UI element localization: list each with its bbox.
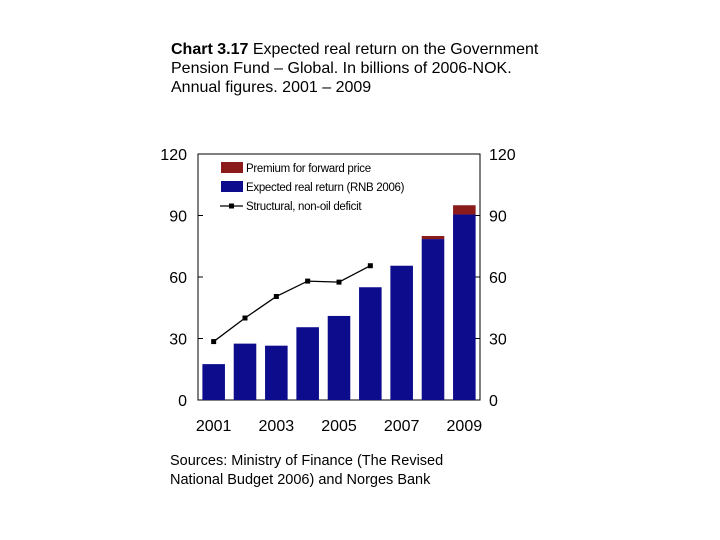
x-tick-label: 2003 [259, 418, 295, 435]
y-tick-label-right: 90 [489, 209, 507, 226]
x-tick-label: 2007 [384, 418, 420, 435]
bar-premium-2008 [421, 236, 445, 240]
bar-expected-return-2009 [453, 214, 476, 400]
deficit-line-path [213, 265, 371, 343]
bar-expected-return-2006 [359, 287, 382, 400]
bar-expected-return-2008 [421, 239, 445, 400]
y-axis-left: 0 30 60 90 120 [160, 147, 203, 410]
bar-expected-return-2004 [296, 327, 319, 400]
legend: Premium for forward price Expected real r… [220, 162, 405, 213]
deficit-line [211, 263, 373, 345]
legend-swatch-1 [221, 181, 243, 192]
deficit-point-2001 [211, 339, 217, 345]
y-tick-label-right: 120 [489, 147, 516, 164]
bars [202, 205, 476, 400]
chart-number: Chart 3.17 [171, 41, 249, 58]
chart-title: Chart 3.17 Expected real return on the G… [171, 40, 541, 97]
legend-label-2: Structural, non-oil deficit [246, 201, 362, 213]
y-tick-label-left: 120 [160, 147, 187, 164]
deficit-point-2005 [336, 279, 342, 285]
deficit-point-2006 [367, 263, 373, 269]
deficit-point-2002 [242, 315, 248, 321]
legend-label-0: Premium for forward price [246, 163, 371, 175]
y-tick-label-left: 0 [178, 393, 187, 410]
x-tick-label: 2009 [447, 418, 483, 435]
legend-marker [229, 203, 234, 209]
x-axis: 2001 2003 2005 2007 2009 [196, 418, 482, 435]
y-tick-label-right: 0 [489, 393, 498, 410]
bar-premium-2009 [453, 205, 476, 215]
x-tick-label: 2005 [321, 418, 357, 435]
bar-expected-return-2007 [390, 265, 413, 400]
y-tick-label-left: 60 [169, 270, 187, 287]
bar-expected-return-2005 [327, 315, 351, 400]
bar-expected-return-2002 [233, 343, 257, 400]
y-tick-label-right: 30 [489, 332, 507, 349]
x-tick-label: 2001 [196, 418, 232, 435]
legend-label-1: Expected real return (RNB 2006) [246, 182, 405, 194]
deficit-point-2004 [305, 278, 311, 284]
deficit-point-2003 [273, 293, 279, 299]
y-tick-label-left: 90 [169, 209, 187, 226]
chart-title-text: Expected real return on the Government P… [171, 41, 539, 96]
y-tick-label-left: 30 [169, 332, 187, 349]
bar-expected-return-2003 [265, 345, 288, 400]
source-note: Sources: Ministry of Finance (The Revise… [170, 453, 444, 488]
y-tick-label-right: 60 [489, 270, 507, 287]
y-axis-right: 0 30 60 90 120 [475, 147, 516, 410]
legend-swatch-0 [221, 162, 243, 173]
bar-expected-return-2001 [202, 364, 225, 400]
